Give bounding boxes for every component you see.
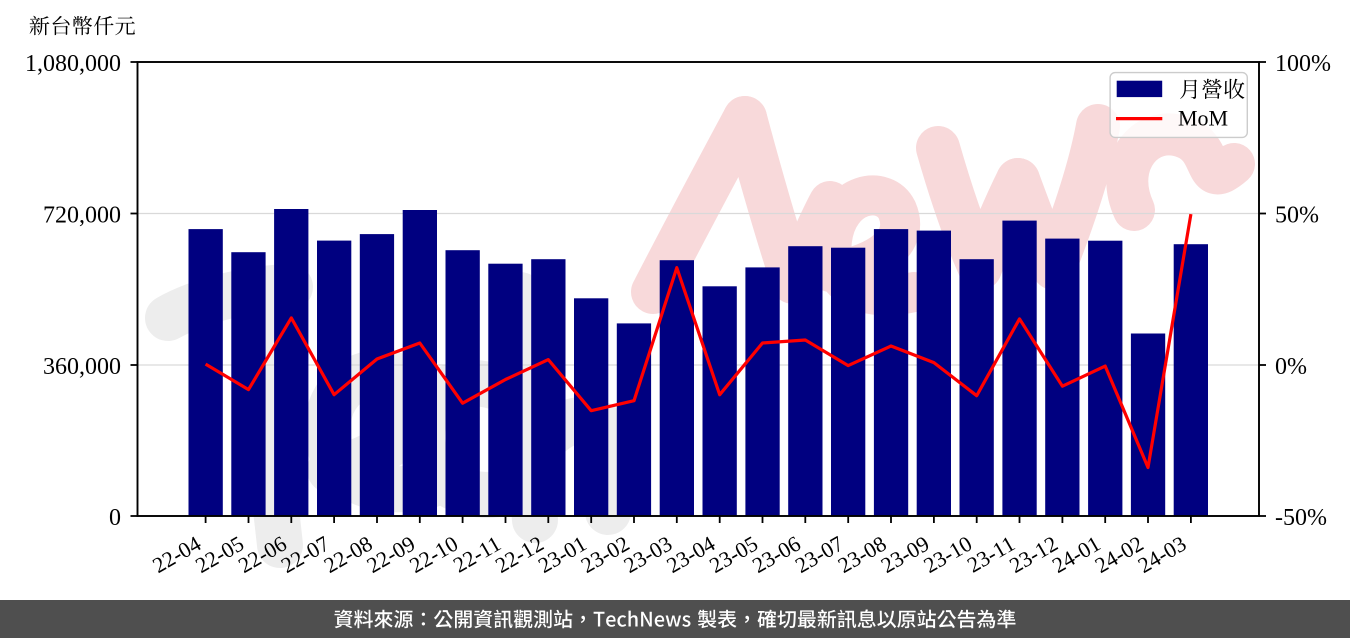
svg-text:MoM: MoM [1178,105,1228,130]
svg-text:100%: 100% [1275,51,1331,77]
svg-text:1,080,000: 1,080,000 [25,51,121,77]
svg-text:-50%: -50% [1275,505,1327,531]
svg-text:50%: 50% [1275,203,1319,229]
svg-text:0%: 0% [1275,354,1307,380]
svg-text:0: 0 [109,505,121,531]
svg-text:360,000: 360,000 [43,354,121,380]
svg-text:720,000: 720,000 [43,203,121,229]
